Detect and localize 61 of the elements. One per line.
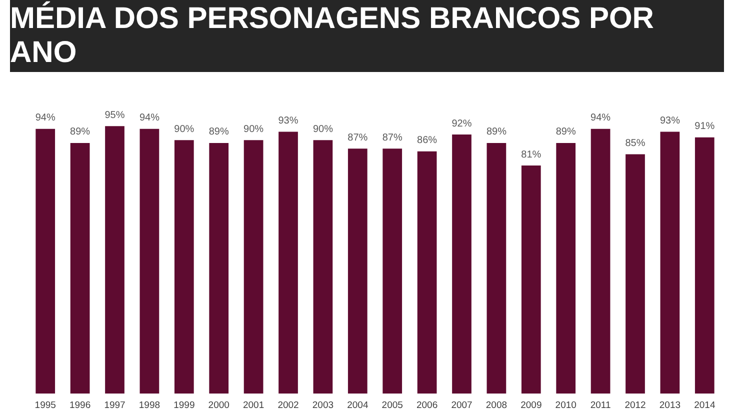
data-label: 90% [312,124,334,135]
data-label: 89% [486,126,507,138]
bar [626,154,645,394]
data-label: 94% [139,112,160,124]
bar [70,142,90,394]
bar [36,128,56,394]
bar [694,137,714,394]
x-tick-label: 2000 [208,400,230,411]
x-tick-label: 2004 [347,400,368,411]
x-tick-label: 1995 [34,400,56,411]
x-tick-label: 2009 [520,400,542,411]
bar [382,148,402,394]
bar [417,151,437,394]
data-label: 90% [244,124,264,135]
x-tick-label: 2010 [555,400,576,411]
x-tick-label: 2001 [242,400,264,411]
bar [209,142,229,394]
x-tick-label: 2002 [278,400,299,411]
x-tick-label: 1997 [104,400,126,411]
bar [521,166,541,394]
data-label: 93% [660,115,680,126]
x-tick-label: 2006 [416,400,438,411]
bar [174,140,194,394]
bar [660,132,680,394]
data-label: 91% [694,121,715,132]
x-tick-label: 1999 [174,400,195,411]
x-tick-label: 2012 [624,400,646,411]
bar [486,142,506,394]
x-tick-label: 2005 [382,400,403,411]
bar [348,148,368,394]
bar [278,132,298,394]
x-tick-label: 2008 [486,400,508,411]
data-label: 92% [452,118,472,130]
data-label: 94% [35,112,56,124]
data-label: 95% [104,110,125,121]
bar [105,126,124,394]
data-label: 81% [521,149,542,160]
bar [590,128,610,394]
data-label: 87% [348,132,368,144]
data-label: 94% [590,112,611,124]
bar [140,128,160,394]
data-label: 85% [625,138,646,149]
x-tick-label: 1996 [69,400,91,411]
x-tick-label: 2003 [312,400,334,411]
x-tick-label: 2007 [451,400,472,411]
x-tick-label: 2013 [659,400,681,411]
chart-title: MÉDIA DOS PERSONAGENS BRANCOS POR ANO [10,2,724,70]
data-label: 93% [278,115,298,126]
bar [556,142,576,394]
data-label: 89% [556,126,576,138]
data-label: 89% [208,126,229,138]
x-tick-label: 1998 [138,400,160,411]
bar [452,134,472,394]
bar [244,140,264,394]
bar [313,140,333,394]
data-label: 86% [417,135,438,146]
x-tick-label: 2011 [590,400,611,411]
data-label: 90% [174,124,194,135]
data-label: 89% [70,126,90,138]
x-tick-label: 2014 [694,400,716,411]
data-label: 87% [382,132,402,144]
